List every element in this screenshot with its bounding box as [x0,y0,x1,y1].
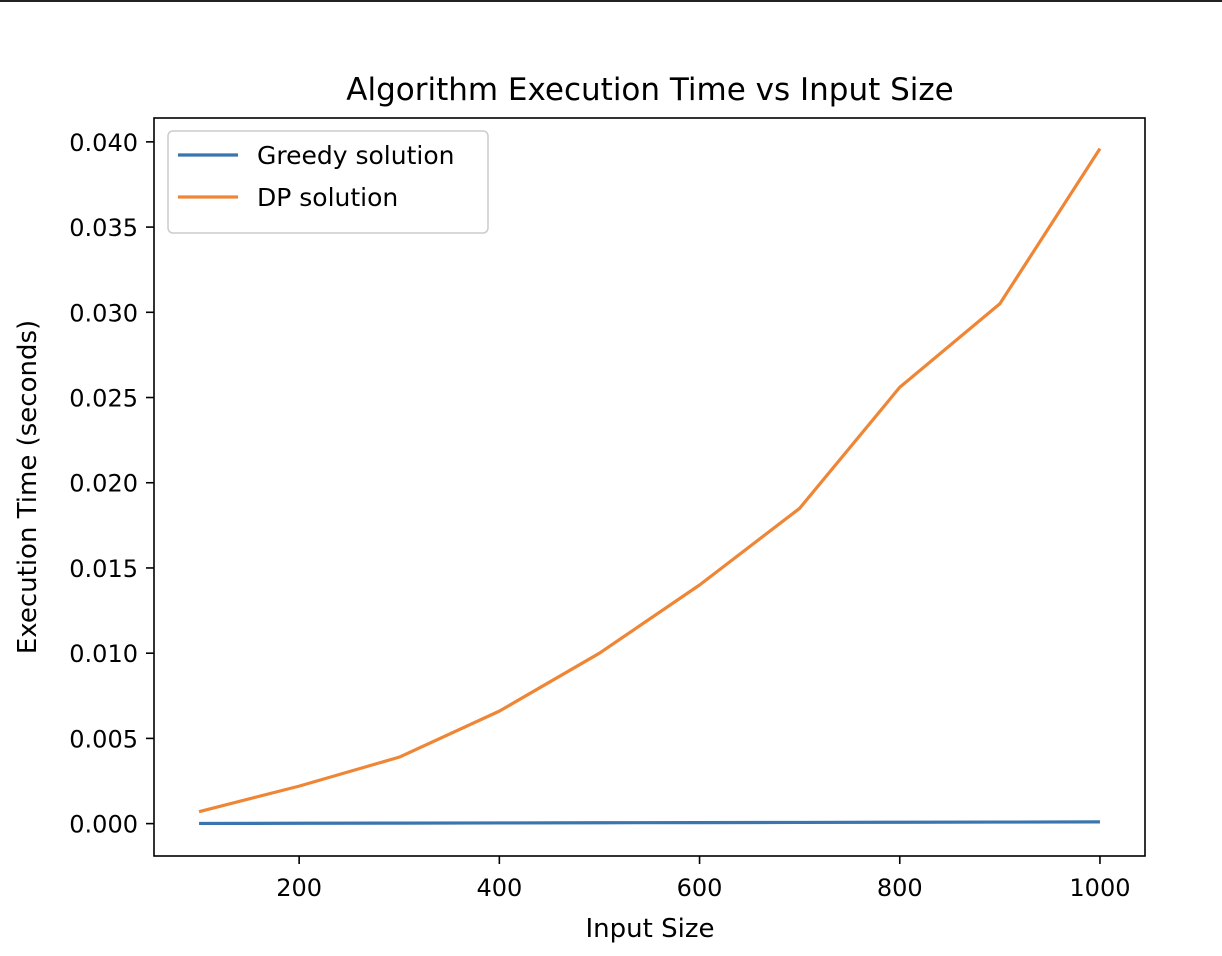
legend-label-2: DP solution [257,183,398,212]
x-tick-label: 400 [476,874,522,902]
x-tick-label: 800 [877,874,923,902]
series-line-2 [198,147,1102,814]
legend-box [167,130,489,234]
window-top-border [0,0,1222,2]
y-axis-title: Execution Time (seconds) [13,320,43,654]
plot-lines [198,147,1102,826]
y-tick-label: 0.025 [69,385,138,413]
x-axis-title: Input Size [586,914,715,944]
x-tick-label: 200 [276,874,322,902]
legend: Greedy solution DP solution [167,130,489,234]
chart-title: Algorithm Execution Time vs Input Size [346,72,953,108]
y-tick-label: 0.030 [69,299,138,327]
legend-label-1: Greedy solution [257,141,454,170]
y-tick-label: 0.040 [69,129,138,157]
y-tick-label: 0.000 [69,811,138,839]
x-tick-label: 1000 [1069,874,1130,902]
x-tick-label: 600 [677,874,723,902]
y-tick-label: 0.005 [69,725,138,753]
y-tick-label: 0.035 [69,214,138,242]
y-tick-label: 0.020 [69,470,138,498]
series-line-1 [199,820,1100,826]
y-tick-label: 0.015 [69,555,138,583]
x-axis-ticks: 200 400 600 800 1000 [276,856,1130,902]
plot-frame [153,117,1146,857]
y-tick-label: 0.010 [69,640,138,668]
y-axis-ticks: 0.000 0.005 0.010 0.015 0.020 0.025 0.030 0.035… [69,129,154,839]
